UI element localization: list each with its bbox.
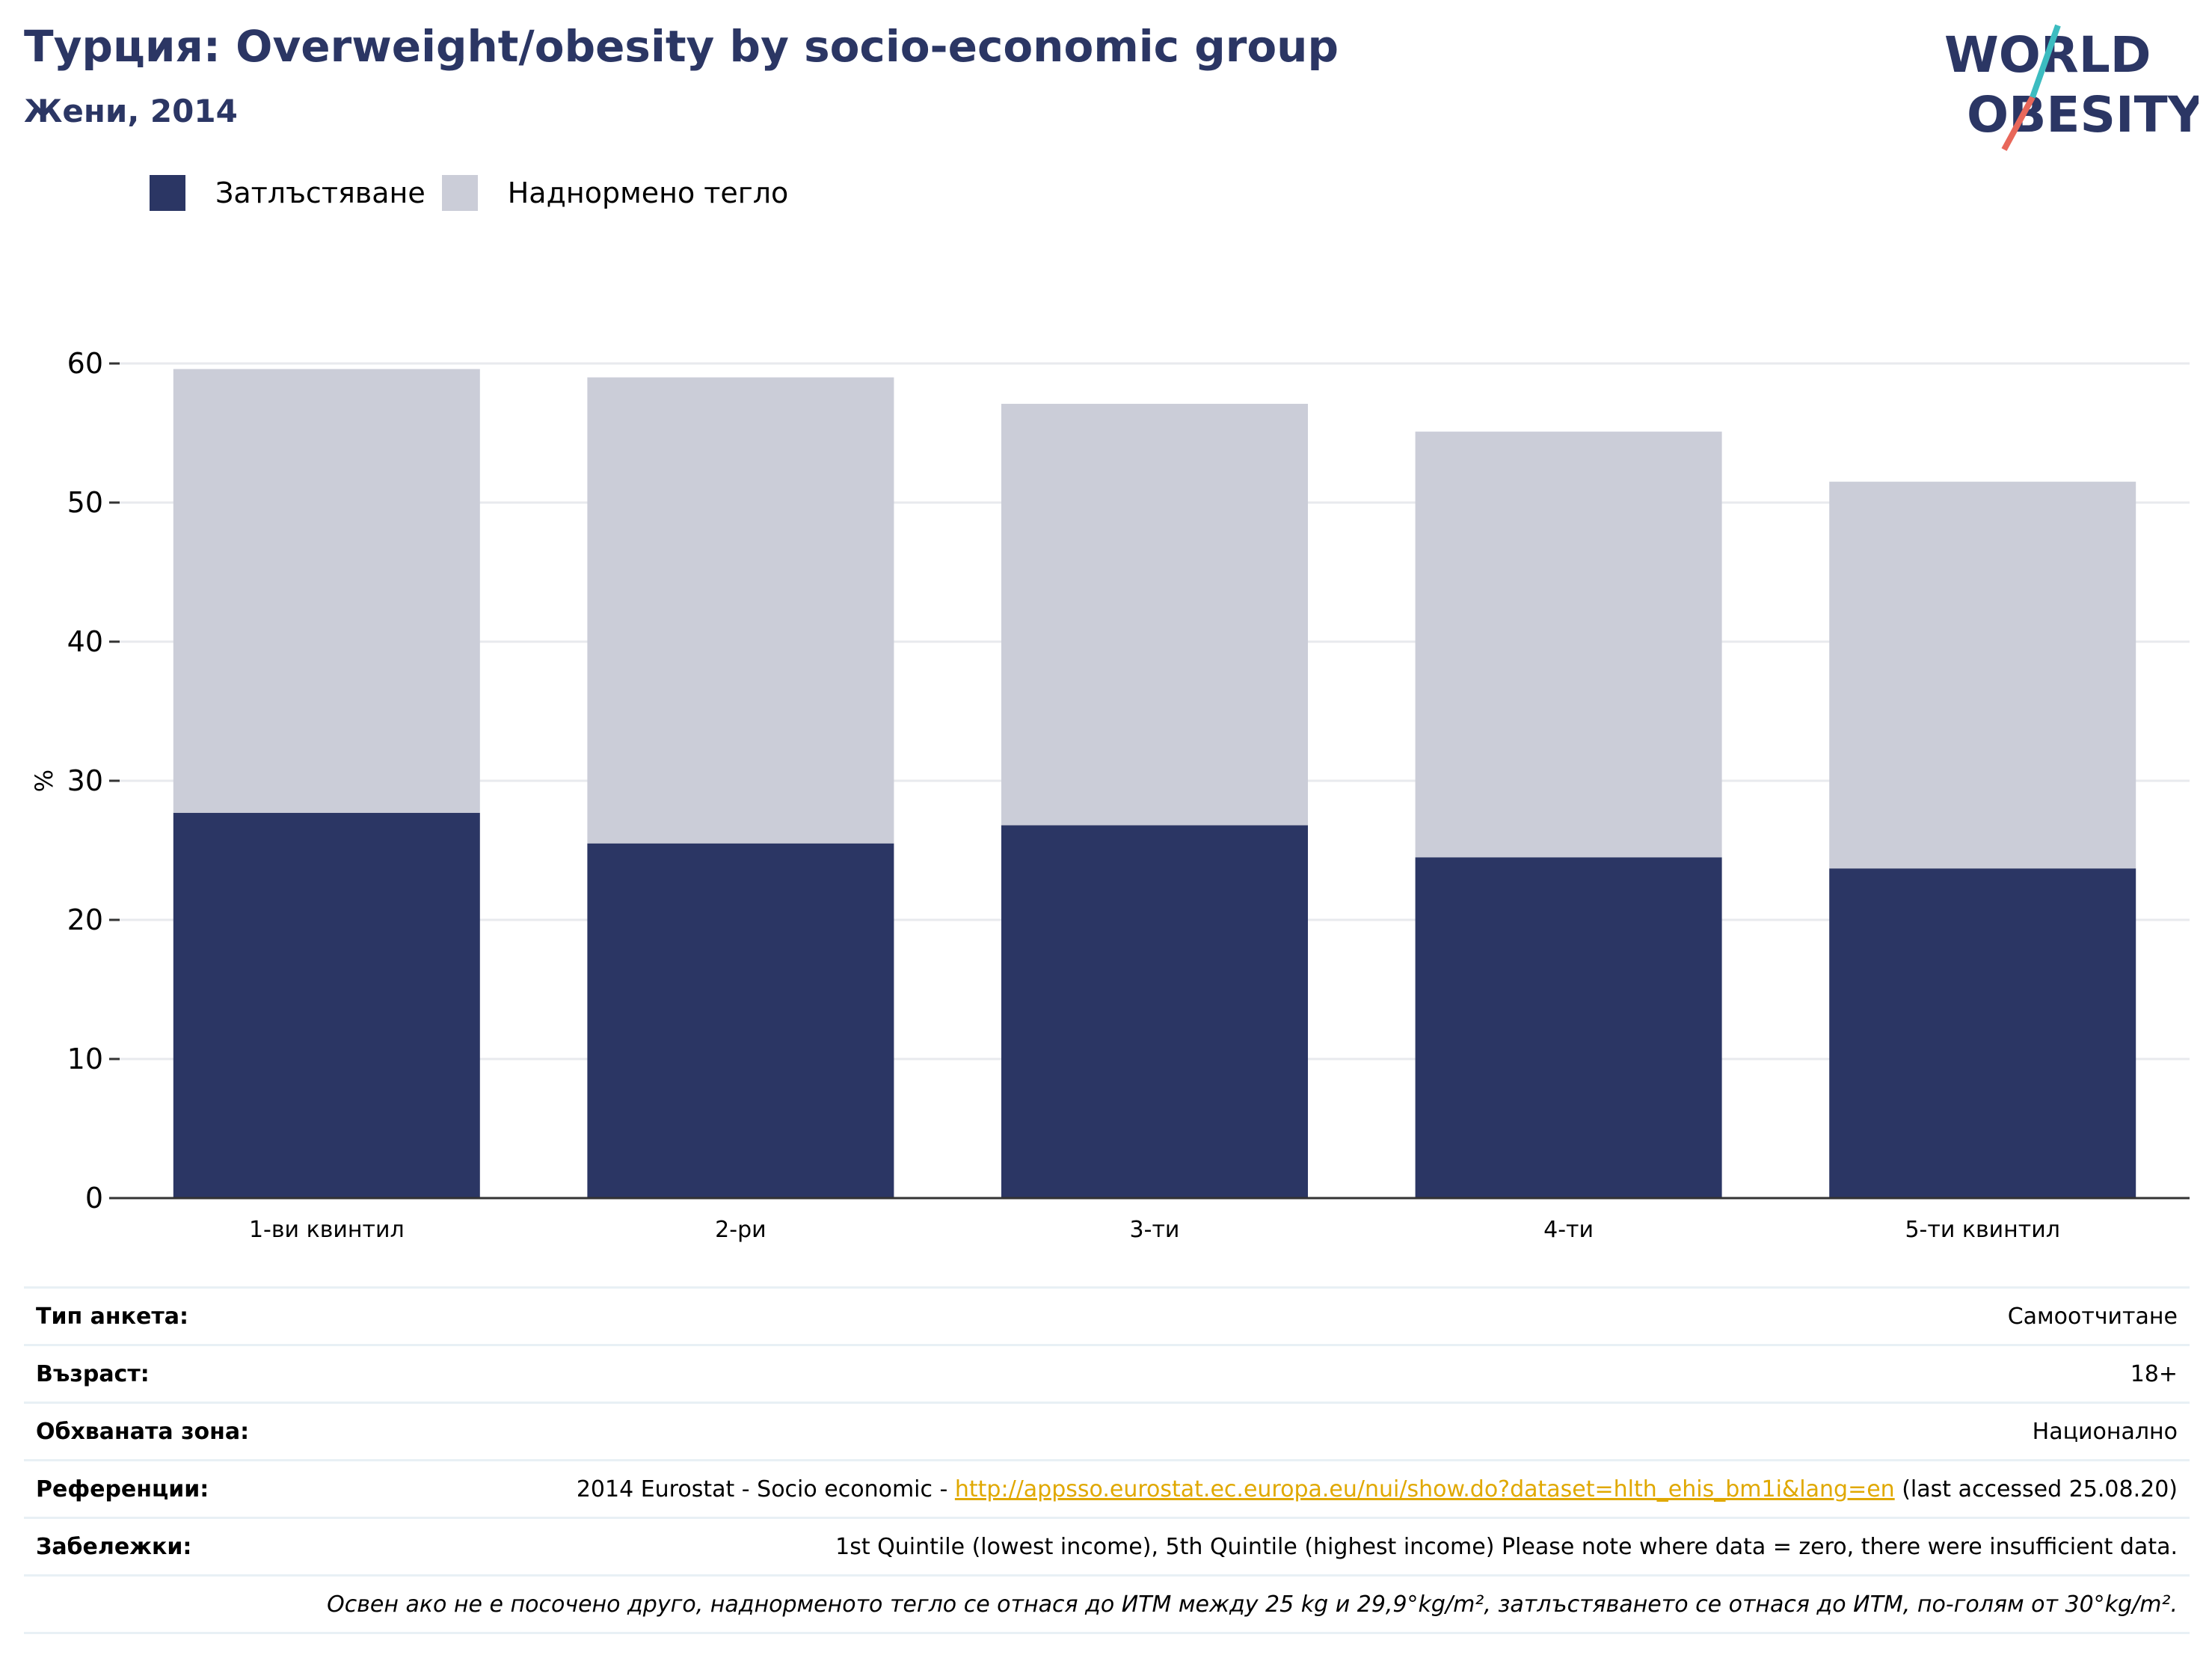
- metadata-table: Тип анкета: Самоотчитане Възраст: 18+ Об…: [24, 1286, 2190, 1634]
- reference-prefix: 2014 Eurostat - Socio economic -: [576, 1476, 955, 1502]
- meta-label-age: Възраст:: [36, 1361, 150, 1387]
- meta-row-references: Референции: 2014 Eurostat - Socio econom…: [24, 1459, 2190, 1517]
- x-tick-label: 5-ти квинтил: [1905, 1217, 2059, 1243]
- y-tick-label: 0: [85, 1182, 103, 1215]
- logo-slash-teal: [2030, 24, 2061, 99]
- y-tick-label: 10: [67, 1043, 103, 1075]
- bar-overweight: [1001, 403, 1308, 826]
- meta-row-age: Възраст: 18+: [24, 1344, 2190, 1402]
- meta-value-notes: 1st Quintile (lowest income), 5th Quinti…: [835, 1534, 2178, 1560]
- meta-row-survey-type: Тип анкета: Самоотчитане: [24, 1286, 2190, 1344]
- bar-obesity: [173, 812, 480, 1198]
- bar-obesity: [1829, 868, 2136, 1198]
- y-tick-label: 20: [67, 903, 103, 936]
- chart-title: Турция: Overweight/obesity by socio-econ…: [24, 21, 1339, 72]
- legend: Затлъстяване Наднормено тегло: [150, 172, 805, 214]
- legend-swatch-overweight: [441, 175, 478, 211]
- meta-value-references: 2014 Eurostat - Socio economic - http://…: [239, 1478, 2178, 1502]
- legend-item-obesity: Затлъстяване: [150, 175, 425, 211]
- meta-value-age: 18+: [2130, 1361, 2178, 1387]
- x-tick-label: 1-ви квинтил: [249, 1217, 405, 1243]
- bar-obesity: [1415, 857, 1722, 1198]
- legend-label-obesity: Затлъстяване: [215, 176, 425, 209]
- meta-label-notes: Забележки:: [36, 1534, 192, 1560]
- y-tick-label: 50: [67, 486, 103, 519]
- bar-overweight: [1415, 432, 1722, 858]
- meta-label-survey-type: Тип анкета:: [36, 1304, 188, 1330]
- y-tick-label: 30: [67, 764, 103, 797]
- chart-subtitle: Жени, 2014: [24, 93, 238, 129]
- logo-slash-red: [2001, 96, 2036, 151]
- reference-link[interactable]: http://appsso.eurostat.ec.europa.eu/nui/…: [954, 1476, 1895, 1502]
- y-tick-label: 40: [67, 625, 103, 658]
- x-tick-label: 2-ри: [715, 1217, 766, 1243]
- bmi-footnote: Освен ако не е посочено друго, наднормен…: [327, 1591, 2178, 1618]
- world-obesity-logo: WORLD OBESITY: [1944, 22, 2205, 157]
- meta-row-notes: Забележки: 1st Quintile (lowest income),…: [24, 1517, 2190, 1574]
- bar-obesity: [587, 843, 894, 1198]
- logo-graphic: WORLD OBESITY: [1944, 24, 2205, 151]
- meta-label-area: Обхваната зона:: [36, 1419, 250, 1445]
- bar-chart: 0 10 20 30 40 50 60% 1-ви квинтил 2-ри 3-ти 4-ти 5-…: [30, 347, 2190, 1243]
- bar-obesity: [1001, 825, 1308, 1198]
- legend-swatch-obesity: [150, 175, 185, 211]
- legend-item-overweight: Наднормено тегло: [441, 175, 789, 211]
- bar-overweight: [587, 377, 894, 844]
- logo-line2: OBESITY: [1967, 86, 2199, 144]
- meta-row-footnote: Освен ако не е посочено друго, наднормен…: [24, 1574, 2190, 1634]
- meta-label-references: Референции:: [36, 1476, 209, 1502]
- x-tick-label: 4-ти: [1543, 1217, 1594, 1243]
- meta-value-survey-type: Самоотчитане: [2007, 1304, 2178, 1330]
- y-axis-label: %: [30, 770, 58, 792]
- legend-label-overweight: Наднормено тегло: [507, 176, 789, 209]
- meta-value-area: Национално: [2032, 1419, 2178, 1445]
- bar-overweight: [173, 369, 480, 813]
- meta-row-area: Обхваната зона: Национално: [24, 1402, 2190, 1459]
- x-tick-label: 3-ти: [1130, 1217, 1180, 1243]
- reference-suffix: (last accessed 25.08.20): [1894, 1476, 2178, 1502]
- y-tick-label: 60: [67, 347, 103, 380]
- bar-overweight: [1829, 482, 2136, 869]
